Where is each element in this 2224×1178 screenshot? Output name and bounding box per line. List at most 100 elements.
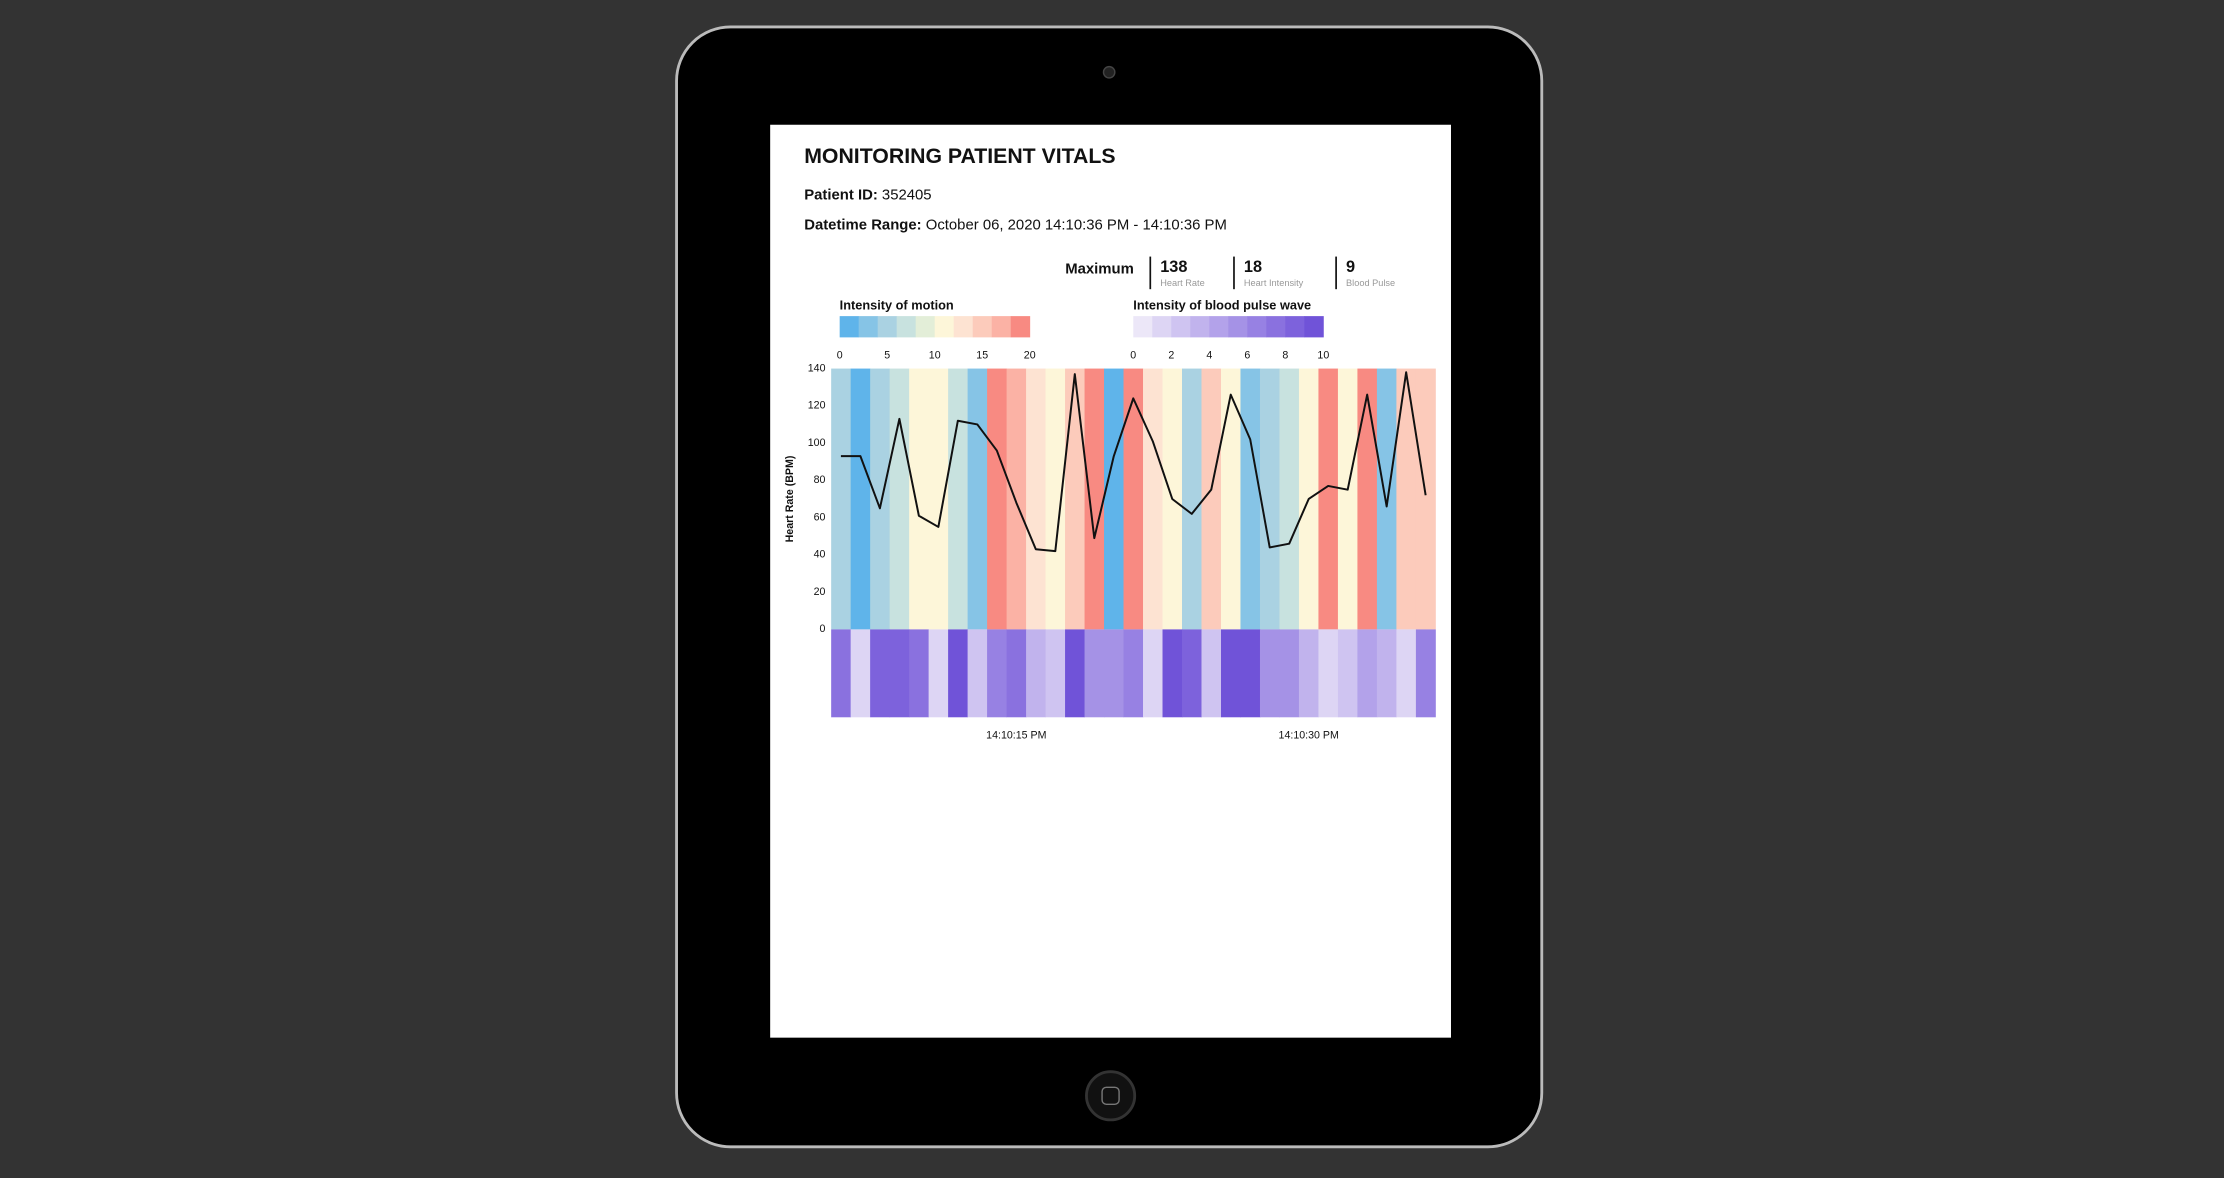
motion-cell — [870, 368, 891, 630]
pulse-cell — [1396, 629, 1417, 718]
heart-rate-line — [840, 371, 1427, 553]
motion-cell — [987, 368, 1008, 630]
pulse-cell — [1357, 629, 1378, 718]
motion-cell — [889, 368, 910, 630]
pulse-cell — [1045, 629, 1066, 718]
summary-value: 9 — [1346, 258, 1355, 276]
pulse-cell — [870, 629, 891, 718]
color-swatch — [1152, 316, 1172, 338]
motion-cell — [928, 368, 949, 630]
pulse-cell — [987, 629, 1008, 718]
pulse-cell — [1240, 629, 1261, 718]
motion-cell — [1318, 368, 1339, 630]
home-button[interactable] — [1085, 1070, 1137, 1122]
chart: Intensity of motion 0 5 10 15 20 Intensity of … — [784, 298, 1436, 742]
y-tick-label: 100 — [808, 437, 826, 449]
motion-cell — [1337, 368, 1358, 630]
summary-label: Heart Rate — [1160, 278, 1205, 288]
motion-cell — [948, 368, 969, 630]
pulse-cell — [1026, 629, 1046, 718]
label: Datetime Range: — [804, 217, 921, 233]
label: Patient ID: — [804, 188, 878, 204]
color-swatch — [1209, 316, 1229, 338]
motion-cell — [1182, 368, 1202, 630]
motion-cell — [1357, 368, 1378, 630]
summary-value: 138 — [1160, 258, 1187, 276]
motion-cell — [967, 368, 988, 630]
motion-cell — [850, 368, 871, 630]
legend-title: Intensity of blood pulse wave — [1133, 298, 1311, 313]
pulse-cell — [1084, 629, 1105, 718]
pulse-cell — [1006, 629, 1027, 718]
color-swatch — [972, 316, 993, 338]
motion-cell — [1415, 368, 1436, 630]
color-swatch — [1266, 316, 1286, 338]
color-swatch — [1304, 316, 1324, 338]
color-swatch — [991, 316, 1012, 338]
summary-label: Heart Intensity — [1244, 278, 1304, 288]
pulse-cell — [909, 629, 930, 718]
legend-tick-label: 15 — [976, 350, 988, 362]
summary-label: Blood Pulse — [1346, 278, 1395, 288]
pulse-cell — [1415, 629, 1436, 718]
pulse-cell — [1123, 629, 1144, 718]
motion-cell — [1045, 368, 1066, 630]
datetime-range: Datetime Range: October 06, 2020 14:10:3… — [804, 217, 1227, 233]
legend-tick-label: 4 — [1206, 350, 1212, 362]
color-swatch — [858, 316, 879, 338]
color-swatch — [934, 316, 955, 338]
pulse-cell — [1337, 629, 1358, 718]
pulse-cell — [928, 629, 949, 718]
y-tick-label: 0 — [820, 623, 826, 635]
legend-tick-label: 6 — [1244, 350, 1250, 362]
color-swatch — [915, 316, 936, 338]
value: 352405 — [882, 188, 932, 204]
motion-cell — [831, 368, 852, 630]
pulse-cell — [948, 629, 969, 718]
motion-cell — [1006, 368, 1027, 630]
y-axis-label: Heart Rate (BPM) — [784, 455, 796, 542]
motion-cell — [1240, 368, 1261, 630]
legend-tick-label: 8 — [1282, 350, 1288, 362]
color-swatch — [1171, 316, 1191, 338]
home-icon — [1101, 1086, 1120, 1105]
patient-id: Patient ID: 352405 — [804, 188, 931, 204]
pulse-cell — [1220, 629, 1241, 718]
legend-tick-label: 20 — [1024, 350, 1036, 362]
pulse-cell — [1162, 629, 1183, 718]
pulse-cell — [1318, 629, 1339, 718]
color-swatch — [1228, 316, 1248, 338]
motion-cell — [1123, 368, 1144, 630]
legend-tick-label: 10 — [929, 350, 941, 362]
camera — [1102, 65, 1116, 79]
color-swatch — [1285, 316, 1305, 338]
legend-tick-label: 2 — [1168, 350, 1174, 362]
legend-tick-label: 5 — [884, 350, 890, 362]
pulse-cell — [1143, 629, 1163, 718]
pulse-cell — [1259, 629, 1280, 718]
motion-cell — [1065, 368, 1085, 630]
y-tick-label: 40 — [814, 549, 826, 561]
y-tick-label: 120 — [808, 400, 826, 412]
title: MONITORING PATIENT VITALS — [804, 144, 1115, 168]
pulse-cell — [889, 629, 910, 718]
pulse-cell — [831, 629, 852, 718]
pulse-cell — [1104, 629, 1124, 718]
motion-cell — [909, 368, 930, 630]
motion-cell — [1201, 368, 1222, 630]
summary-value: 18 — [1244, 258, 1262, 276]
motion-cell — [1084, 368, 1105, 630]
value: October 06, 2020 14:10:36 PM - 14:10:36 … — [926, 217, 1227, 233]
motion-cell — [1026, 368, 1046, 630]
pulse-cell — [1065, 629, 1085, 718]
pulse-cell — [1201, 629, 1222, 718]
pulse-cell — [1182, 629, 1202, 718]
y-tick-label: 60 — [814, 511, 826, 523]
legend-title: Intensity of motion — [840, 298, 954, 313]
pulse-cell — [1376, 629, 1397, 718]
pulse-cell — [1298, 629, 1319, 718]
pulse-cell — [1279, 629, 1300, 718]
pulse-cell — [850, 629, 871, 718]
